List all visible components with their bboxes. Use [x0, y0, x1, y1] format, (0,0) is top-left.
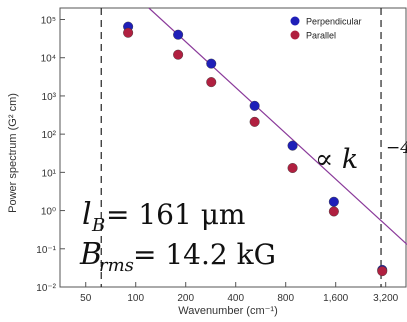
lb-symbol: l — [82, 197, 92, 232]
power-law-base: ∝ k — [315, 144, 358, 175]
fit-line — [148, 8, 407, 245]
plot-frame — [59, 7, 407, 288]
legend-label-parallel: Parallel — [306, 31, 336, 41]
data-point-perpendicular — [249, 100, 260, 111]
y-tick-label: 10² — [42, 130, 57, 141]
x-tick-label: 200 — [177, 293, 194, 304]
legend-marker-perpendicular — [290, 16, 300, 26]
data-point-perpendicular — [206, 58, 217, 69]
y-tick-label: 10⁰ — [41, 207, 56, 218]
power-law-annotation: ∝ k −4 — [315, 138, 407, 175]
y-tick-label: 10¹ — [42, 168, 57, 179]
data-point-parallel — [249, 116, 260, 127]
data-point-perpendicular — [328, 196, 339, 207]
power-law-exponent: −4 — [386, 138, 407, 158]
fit-line-group — [148, 8, 407, 245]
axis-ticks: 50 100 200 400 800 1,600 3,200 10⁻² 10⁻¹ 10⁰ 10¹ 10… — [36, 16, 398, 304]
lb-subscript: B — [91, 215, 105, 236]
x-tick-label: 1,600 — [323, 293, 348, 304]
legend-label-perpendicular: Perpendicular — [306, 17, 362, 27]
data-point-parallel — [123, 27, 134, 38]
lb-annotation: l B = 161 μm — [82, 197, 245, 236]
data-point-parallel — [206, 77, 217, 88]
y-tick-label: 10⁻¹ — [36, 245, 56, 256]
data-point-perpendicular — [287, 140, 298, 151]
y-tick-label: 10³ — [42, 92, 57, 103]
legend-marker-parallel — [290, 30, 300, 40]
brms-subscript: rms — [99, 255, 134, 276]
data-points — [123, 21, 388, 277]
data-point-parallel — [287, 163, 298, 174]
x-tick-label: 50 — [80, 293, 92, 304]
brms-value: = 14.2 kG — [133, 238, 276, 271]
y-tick-label: 10⁻² — [36, 283, 56, 294]
lb-value: = 161 μm — [106, 198, 245, 231]
y-tick-label: 10⁵ — [41, 16, 56, 27]
x-tick-label: 800 — [277, 293, 294, 304]
data-point-parallel — [328, 206, 339, 217]
brms-symbol: B — [79, 237, 102, 272]
data-point-parallel — [173, 49, 184, 60]
y-axis-title: Power spectrum (G² cm) — [7, 93, 19, 213]
data-point-parallel — [377, 266, 388, 277]
x-axis-title: Wavenumber (cm⁻¹) — [178, 305, 278, 317]
vertical-reference-lines — [100, 8, 382, 287]
x-tick-label: 3,200 — [373, 293, 398, 304]
y-tick-label: 10⁴ — [41, 54, 56, 65]
legend: Perpendicular Parallel — [290, 16, 362, 41]
x-tick-label: 400 — [227, 293, 244, 304]
brms-annotation: B rms = 14.2 kG — [79, 237, 276, 276]
x-tick-label: 100 — [127, 293, 144, 304]
data-point-perpendicular — [173, 29, 184, 40]
